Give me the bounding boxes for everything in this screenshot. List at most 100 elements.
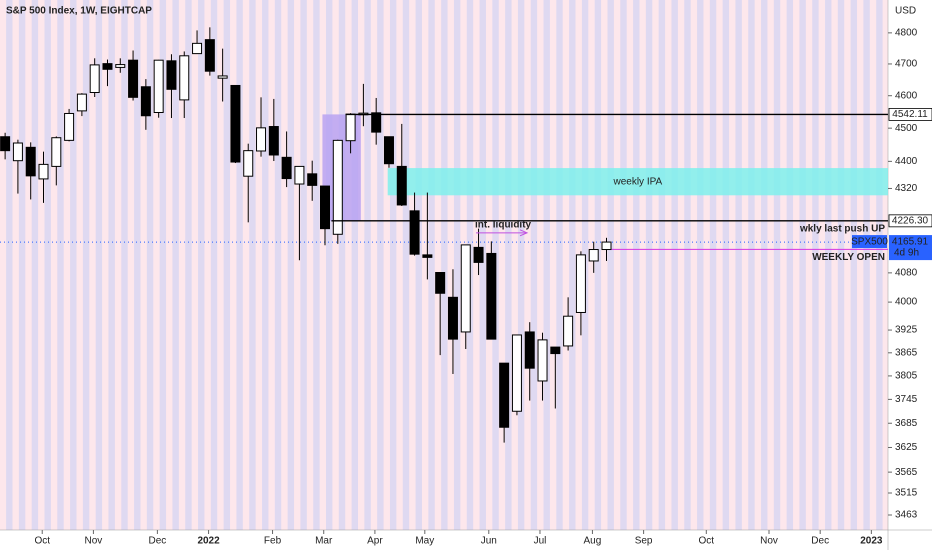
level-tag — [888, 214, 932, 228]
candle-body — [192, 42, 203, 55]
y-tick-label: 3565 — [895, 467, 918, 478]
y-tick-label: 3463 — [895, 510, 918, 521]
stripe — [748, 0, 755, 530]
stripe — [825, 0, 832, 530]
y-tick-label: 3805 — [895, 371, 918, 382]
stripe — [709, 0, 717, 530]
x-tick-label: Jul — [534, 536, 547, 547]
stripe — [569, 0, 576, 530]
stripe — [70, 0, 77, 530]
stripe — [735, 0, 742, 530]
candle-body — [230, 84, 241, 163]
stripe — [185, 0, 192, 530]
stripe — [121, 0, 128, 530]
y-tick-label: 4600 — [895, 90, 918, 101]
candle-body — [345, 113, 356, 142]
candle-body — [409, 210, 420, 255]
x-tick-label: Apr — [367, 536, 383, 547]
y-tick-label: 4000 — [895, 297, 918, 308]
stripe — [428, 0, 435, 530]
stripe — [389, 0, 397, 530]
stripe — [6, 0, 13, 530]
stripe — [134, 0, 141, 530]
stripe — [594, 0, 602, 530]
candle-body — [550, 346, 561, 355]
stripe — [633, 0, 640, 530]
candle-body — [281, 156, 292, 180]
symbol-tag — [852, 235, 887, 249]
candle-body — [243, 150, 254, 177]
price-label: 4165.91 — [892, 237, 929, 248]
candle-body — [25, 146, 36, 177]
stripe — [249, 0, 256, 530]
stripe — [543, 0, 550, 530]
stripe — [479, 0, 486, 530]
liquidity-arrow-head — [519, 229, 529, 237]
y-tick-label: 3685 — [895, 418, 918, 429]
candle-body — [166, 60, 177, 90]
stripe — [326, 0, 333, 530]
stripe — [236, 0, 243, 530]
candle-body — [499, 362, 510, 428]
y-tick-label: 3625 — [895, 442, 918, 453]
candle-body — [473, 246, 484, 263]
stripe — [722, 0, 730, 530]
stripe — [761, 0, 768, 530]
stripe — [274, 0, 282, 530]
countdown-label: 4d 9h — [894, 248, 919, 259]
currency: USD — [895, 6, 916, 17]
stripe — [108, 0, 115, 530]
candle-body — [435, 272, 446, 294]
y-tick-label: 4080 — [895, 268, 918, 279]
stripe — [159, 0, 167, 530]
stripe — [530, 0, 538, 530]
y-tick-label: 3515 — [895, 488, 918, 499]
candle-body — [51, 137, 62, 167]
candle-body — [460, 244, 471, 333]
y-tick-label: 4400 — [895, 156, 918, 167]
stripe — [31, 0, 39, 530]
candle-body — [128, 59, 139, 98]
candle-body — [140, 86, 151, 117]
stripe — [57, 0, 64, 530]
candle-body — [588, 249, 599, 262]
stripe — [223, 0, 231, 530]
price-tag — [889, 235, 932, 261]
level-label: 4226.30 — [892, 215, 929, 226]
candle-body — [371, 112, 382, 133]
stripe — [850, 0, 858, 530]
stripe — [645, 0, 653, 530]
candle-body — [396, 165, 407, 206]
candle-body — [0, 136, 11, 152]
liquidity-note: int. liquidity — [475, 219, 532, 230]
stripe — [441, 0, 448, 530]
x-tick-label: Aug — [584, 536, 602, 547]
stripe — [786, 0, 794, 530]
stripe — [146, 0, 154, 530]
stripe — [402, 0, 410, 530]
x-tick-label: Dec — [148, 536, 166, 547]
stripe — [300, 0, 307, 530]
y-tick-label: 3865 — [895, 347, 918, 358]
stripe — [607, 0, 614, 530]
stripe — [517, 0, 525, 530]
stripe — [172, 0, 179, 530]
stripe — [198, 0, 205, 530]
chart-title: S&P 500 Index, 1W, EIGHTCAP — [6, 6, 152, 17]
stripe — [364, 0, 371, 530]
stripe — [837, 0, 845, 530]
stripe — [556, 0, 563, 530]
x-tick-label: Oct — [699, 536, 715, 547]
y-tick-label: 3925 — [895, 325, 918, 336]
stripe — [210, 0, 218, 530]
candle-body — [294, 165, 305, 185]
stripe — [82, 0, 90, 530]
candle-body — [256, 127, 267, 152]
candle-body — [268, 126, 279, 156]
candle-body — [89, 64, 100, 94]
stripe — [44, 0, 51, 530]
stripe — [773, 0, 781, 530]
candle-body — [115, 64, 126, 68]
candle-body — [102, 63, 113, 70]
